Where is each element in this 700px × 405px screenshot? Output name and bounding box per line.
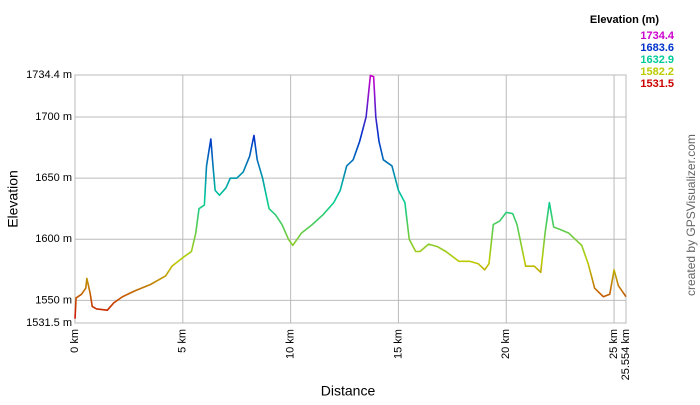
x-tick-label: 25 km xyxy=(608,329,620,359)
x-tick-label: 5 km xyxy=(177,329,189,353)
legend-value: 1531.5 xyxy=(640,78,674,90)
plot-frame xyxy=(74,74,627,324)
x-tick-label: 15 km xyxy=(392,329,404,359)
y-tick-label: 1600 m xyxy=(35,233,72,245)
legend-value: 1683.6 xyxy=(640,42,674,54)
y-tick-label: 1734.4 m xyxy=(26,69,72,81)
credit: created by GPSVisualizer.com xyxy=(684,134,698,296)
x-tick-label: 10 km xyxy=(285,329,297,359)
legend-value: 1582.2 xyxy=(640,66,674,78)
legend-value: 1632.9 xyxy=(640,54,674,66)
y-tick-label: 1650 m xyxy=(35,172,72,184)
x-tick-label: 20 km xyxy=(500,329,512,359)
legend-title: Elevation (m) xyxy=(590,14,659,26)
x-axis-title: Distance xyxy=(321,383,376,399)
y-tick-label: 1531.5 m xyxy=(26,317,72,329)
legend-value: 1734.4 xyxy=(640,30,675,42)
y-tick-label: 1550 m xyxy=(35,294,72,306)
y-axis-title: Elevation xyxy=(5,170,21,228)
elevation-line xyxy=(74,74,627,319)
x-tick-label: 0 km xyxy=(69,329,81,353)
x-tick-label: 25.554 km xyxy=(620,329,632,380)
y-tick-label: 1700 m xyxy=(35,111,72,123)
